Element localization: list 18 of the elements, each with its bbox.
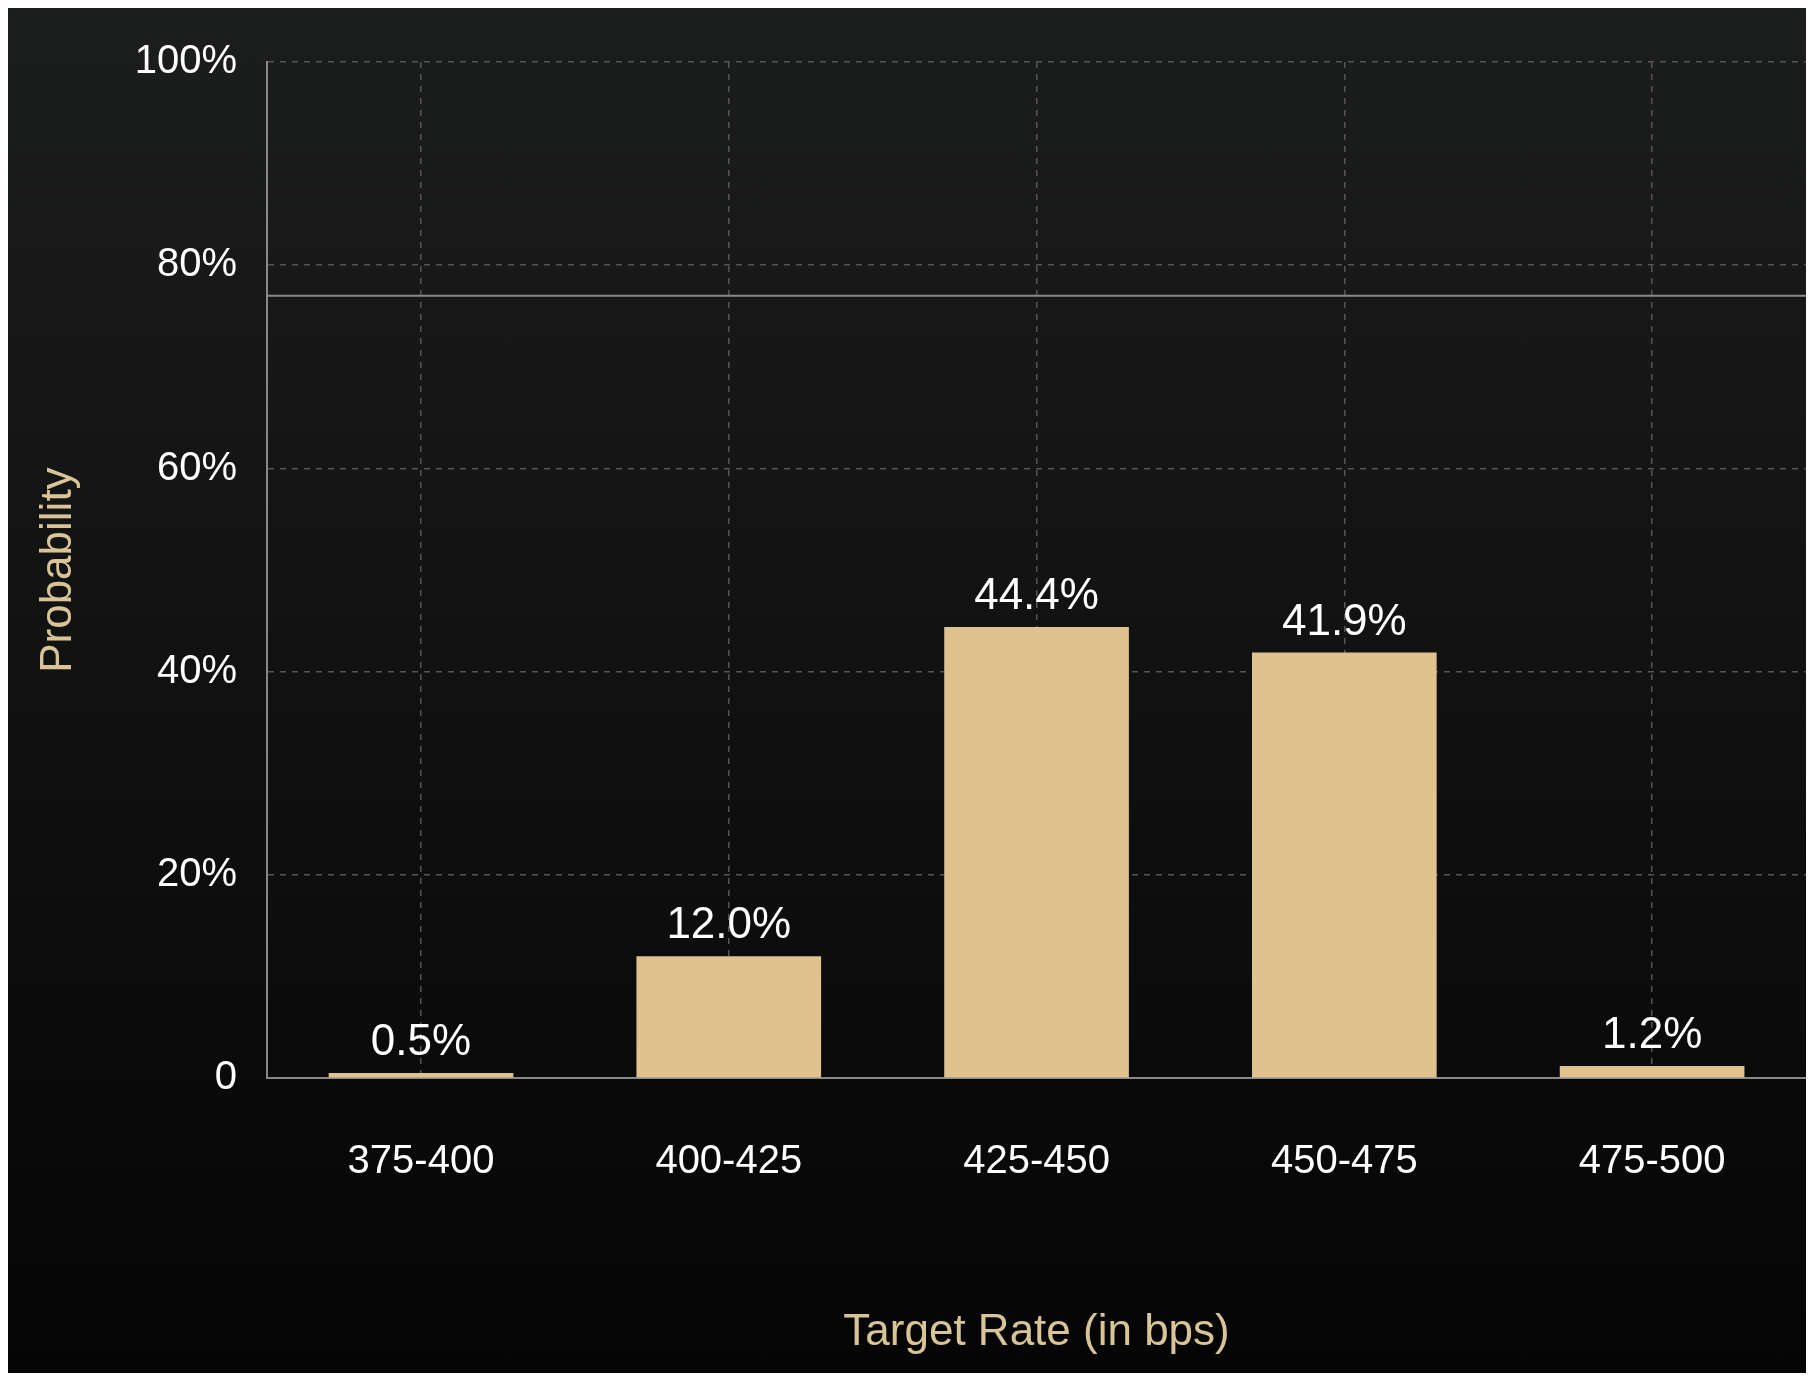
data-label: 41.9%	[1281, 594, 1407, 644]
data-label: 44.4%	[974, 569, 1099, 619]
y-tick-label: 0	[214, 1053, 238, 1098]
x-axis-title: Target Rate (in bps)	[843, 1304, 1230, 1354]
y-tick-label: 100%	[134, 37, 238, 82]
y-tick-label: 60%	[157, 443, 238, 488]
data-label: 0.5%	[370, 1015, 472, 1065]
x-tick-label: 450-475	[1270, 1137, 1418, 1182]
x-tick-label: 400-425	[655, 1137, 803, 1182]
data-label: 12.0%	[666, 898, 792, 948]
y-tick-label: 80%	[157, 240, 238, 285]
x-tick-label: 475-500	[1578, 1137, 1726, 1182]
y-tick-label: 40%	[157, 646, 238, 691]
y-axis-title: Probability	[30, 467, 80, 673]
x-tick-label: 425-450	[963, 1137, 1110, 1182]
y-tick-label: 20%	[157, 849, 238, 894]
data-label: 1.2%	[1601, 1008, 1703, 1058]
x-tick-label: 375-400	[347, 1137, 495, 1182]
